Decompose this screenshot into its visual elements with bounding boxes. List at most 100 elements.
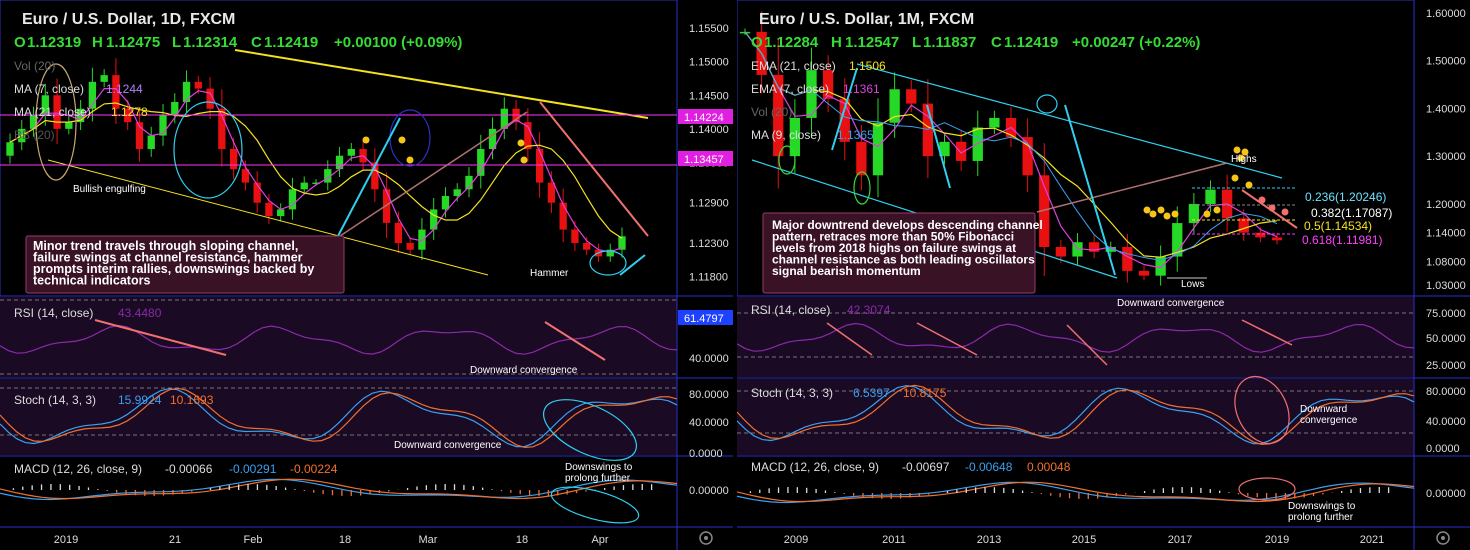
left-candle — [559, 202, 567, 230]
left-candle — [477, 149, 485, 176]
left-time-tick: 18 — [339, 534, 351, 546]
note-line: Downswings to — [565, 462, 633, 473]
left-price-tag-2: 1.13457 — [684, 154, 724, 166]
right-candle — [1155, 256, 1166, 276]
left-hammer-circle — [589, 250, 627, 276]
left-ohlc-change: +0.00100 (+0.09%) — [334, 34, 462, 51]
left-rsi-frame — [0, 297, 677, 377]
left-rsi-arrow-2 — [544, 321, 606, 361]
right-sub-tick: 25.0000 — [1426, 360, 1466, 372]
left-candle — [488, 128, 497, 149]
right-signal-dot-red — [1281, 208, 1289, 216]
left-time-tick: Feb — [244, 534, 263, 546]
right-candle — [806, 70, 817, 118]
note-line: levels from 2018 highs on failure swings… — [772, 241, 1016, 255]
left-rsi-arrow-1 — [94, 319, 227, 356]
left-candle — [406, 243, 414, 250]
note-line: prompts interim rallies, downswings back… — [33, 262, 314, 276]
right-ohlc-change: +0.00247 (+0.22%) — [1072, 34, 1200, 51]
left-cyan-circle — [173, 101, 243, 199]
right-signal-dot — [1143, 206, 1151, 214]
right-candle — [1055, 246, 1067, 257]
left-sub-tick: 0.00000 — [689, 485, 729, 497]
left-rsi-tag: 61.4797 — [684, 313, 724, 325]
left-chart-svg[interactable]: Euro / U.S. Dollar, 1D, FXCM O 1.12319 H… — [0, 0, 733, 550]
right-ohlc-open-label: O — [751, 34, 763, 51]
right-rsi-label: RSI (14, close) — [751, 303, 830, 317]
right-price-tick: 1.08000 — [1426, 256, 1466, 268]
right-candle — [789, 117, 801, 157]
fib-0382: 0.382(1.17087) — [1311, 206, 1392, 220]
right-stoch-circle — [1234, 375, 1290, 445]
right-rsi-arrow — [826, 322, 873, 356]
right-note-text: Major downtrend develops descending chan… — [772, 218, 1043, 278]
note-line: failure swings at channel resistance, ha… — [33, 251, 303, 265]
right-candle — [1138, 270, 1150, 276]
left-price-tags: 1.14224 1.13457 61.4797 — [678, 109, 733, 325]
note-line: Downward — [1300, 404, 1347, 415]
left-sub-tick: 80.0000 — [689, 389, 729, 401]
right-ma-third-line — [744, 31, 1278, 261]
left-candle — [41, 95, 49, 116]
right-time-tick: 2011 — [882, 534, 906, 546]
right-settings-icon[interactable] — [1436, 531, 1450, 545]
right-macd-signal-line — [737, 481, 1415, 503]
left-price-tick: 1.15500 — [689, 23, 729, 35]
left-price-tick: 1.14500 — [689, 90, 729, 102]
right-signal-dot — [1157, 206, 1165, 214]
left-indicator-ma21-value: 1.1278 — [111, 105, 148, 119]
left-candle — [583, 243, 591, 250]
right-signal-dot — [1213, 206, 1221, 214]
right-candle — [856, 141, 867, 176]
right-rsi-value: 42.3074 — [847, 303, 891, 317]
left-stoch-circle — [542, 399, 638, 461]
right-chart-panel: Euro / U.S. Dollar, 1M, FXCM O 1.12284 H… — [737, 0, 1470, 550]
left-resistance-line — [234, 49, 649, 119]
right-signal-dot-red — [1258, 196, 1266, 204]
left-sub-tick: 0.0000 — [689, 448, 723, 460]
left-candle — [606, 249, 614, 257]
left-candle — [171, 102, 179, 116]
left-price-tick: 1.14000 — [689, 124, 729, 136]
right-candle — [1122, 246, 1133, 271]
left-price-tick: 1.11800 — [689, 272, 728, 284]
right-time-tick: 2013 — [977, 534, 1001, 546]
left-candle — [6, 142, 14, 156]
left-settings-icon[interactable] — [699, 531, 713, 545]
left-candle — [430, 209, 438, 230]
right-downswings-label: Downswings to prolong further — [1288, 501, 1356, 523]
note-line: signal bearish momentum — [772, 264, 921, 278]
left-candle — [206, 88, 214, 109]
left-macd-v2: -0.00291 — [229, 462, 277, 476]
left-rsi-label: RSI (14, close) — [14, 306, 93, 320]
right-signal-dot — [1149, 210, 1157, 218]
right-title: Euro / U.S. Dollar, 1M, FXCM — [759, 11, 974, 28]
right-candle — [1205, 189, 1216, 204]
right-ohlc-low: 1.11837 — [923, 34, 976, 51]
right-candle — [872, 122, 884, 176]
right-candle — [1022, 137, 1033, 176]
right-rsi-line — [737, 322, 1415, 353]
right-rsi-arrow — [1241, 319, 1293, 346]
right-chart-svg[interactable]: Euro / U.S. Dollar, 1M, FXCM O 1.12284 H… — [737, 0, 1470, 550]
left-candle — [182, 81, 191, 102]
left-candle — [524, 122, 532, 149]
right-price-tick: 1.50000 — [1426, 56, 1466, 68]
left-ohlc-low-label: L — [172, 34, 181, 51]
left-time-tick: 21 — [169, 534, 181, 546]
left-cyan-arrow-2 — [619, 254, 646, 276]
right-sub-tick: 80.0000 — [1426, 386, 1466, 398]
right-signal-dot — [1241, 148, 1249, 156]
left-ohlc-close: 1.12419 — [264, 34, 318, 51]
right-ohlc-close: 1.12419 — [1004, 34, 1058, 51]
right-time-axis: 2009 2011 2013 2015 2017 2019 2021 — [784, 534, 1384, 546]
note-line: prolong further — [1288, 512, 1354, 523]
right-rsi-arrow — [916, 322, 978, 356]
left-signal-dot — [362, 136, 370, 144]
left-stoch-k-line — [0, 387, 678, 448]
left-candle — [335, 155, 344, 170]
right-price-tick: 1.40000 — [1426, 103, 1466, 115]
left-rsi-convergence: Downward convergence — [470, 365, 578, 376]
left-candle — [500, 108, 508, 129]
